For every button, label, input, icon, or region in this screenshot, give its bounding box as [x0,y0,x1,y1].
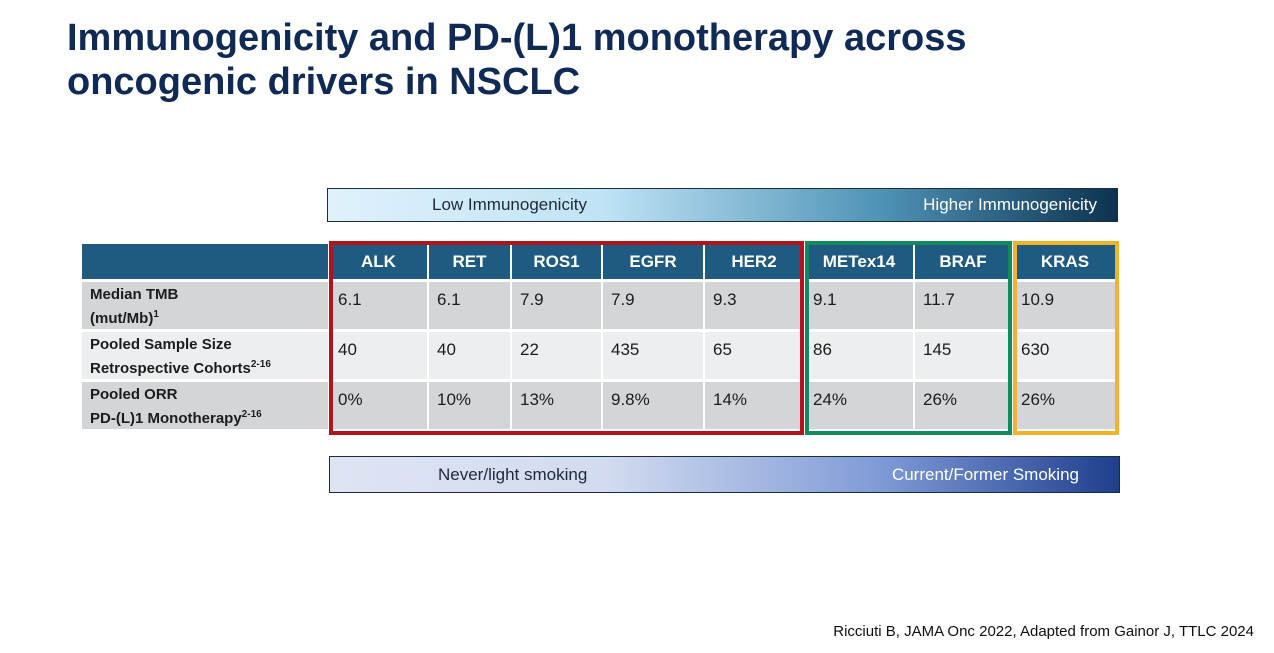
row-label-line-2: Retrospective Cohorts [90,360,251,377]
immunogenicity-gradient-bar: Low Immunogenicity Higher Immunogenicity [327,188,1118,222]
table-cell: 40 [427,330,511,382]
header-alk: ALK [328,244,428,282]
smoking-gradient-bar: Never/light smoking Current/Former Smoki… [329,456,1120,493]
table-cell: 26% [1011,380,1117,432]
row-label-line-2: PD-(L)1 Monotherapy [90,410,242,427]
table-cell: 9.1 [803,280,914,332]
table-cell: 11.7 [913,280,1012,332]
table-cell: 24% [803,380,914,432]
header-kras: KRAS [1011,244,1117,282]
higher-immunogenicity-label: Higher Immunogenicity [923,195,1097,214]
row-label-line-2: (mut/Mb) [90,310,154,327]
table-cell: 14% [703,380,804,432]
row-label-line-1: Pooled ORR [90,386,178,403]
table-row-pooled-sample-size: Pooled Sample Size Retrospective Cohorts… [82,330,1117,382]
slide-title-line-2: oncogenic drivers in NSCLC [67,61,581,103]
table-cell: 26% [913,380,1012,432]
table-cell: 86 [803,330,914,382]
row-label-pooled-orr: Pooled ORR PD-(L)1 Monotherapy2-16 [82,380,329,432]
row-label-pooled-sample-size: Pooled Sample Size Retrospective Cohorts… [82,330,329,382]
table-cell: 145 [913,330,1012,382]
oncogenic-driver-table: ALK RET ROS1 EGFR HER2 METex14 BRAF KRAS… [82,244,1117,432]
header-her2: HER2 [703,244,804,282]
row-label-line-1: Pooled Sample Size [90,336,232,353]
header-ret: RET [427,244,511,282]
table-cell: 65 [703,330,804,382]
table-cell: 10% [427,380,511,432]
row-label-superscript: 2-16 [241,409,262,420]
table-cell: 9.3 [703,280,804,332]
table-row-median-tmb: Median TMB (mut/Mb)1 6.1 6.1 7.9 7.9 9.3… [82,280,1117,332]
slide-title: Immunogenicity and PD-(L)1 monotherapy a… [67,16,1187,104]
current-former-smoking-label: Current/Former Smoking [891,464,1079,484]
table-cell: 0% [328,380,428,432]
citation-text: Ricciuti B, JAMA Onc 2022, Adapted from … [833,623,1254,640]
table-cell: 435 [601,330,704,382]
header-metex14: METex14 [803,244,914,282]
table-cell: 7.9 [601,280,704,332]
header-ros1: ROS1 [510,244,602,282]
never-light-smoking-label: Never/light smoking [438,464,588,484]
table-cell: 9.8% [601,380,704,432]
table-cell: 13% [510,380,602,432]
row-label-median-tmb: Median TMB (mut/Mb)1 [82,280,329,332]
table-header-row: ALK RET ROS1 EGFR HER2 METex14 BRAF KRAS [82,244,1117,282]
table-cell: 22 [510,330,602,382]
table-corner-cell [82,244,329,282]
table-cell: 10.9 [1011,280,1117,332]
table-cell: 6.1 [427,280,511,332]
table-cell: 40 [328,330,428,382]
low-immunogenicity-label: Low Immunogenicity [432,195,587,214]
table-cell: 7.9 [510,280,602,332]
table-cell: 630 [1011,330,1117,382]
slide-title-line-1: Immunogenicity and PD-(L)1 monotherapy a… [67,17,967,59]
header-egfr: EGFR [601,244,704,282]
table-cell: 6.1 [328,280,428,332]
table-row-pooled-orr: Pooled ORR PD-(L)1 Monotherapy2-16 0% 10… [82,380,1117,432]
header-braf: BRAF [913,244,1012,282]
row-label-superscript: 1 [153,309,159,320]
row-label-superscript: 2-16 [250,359,271,370]
row-label-line-1: Median TMB [90,286,179,303]
